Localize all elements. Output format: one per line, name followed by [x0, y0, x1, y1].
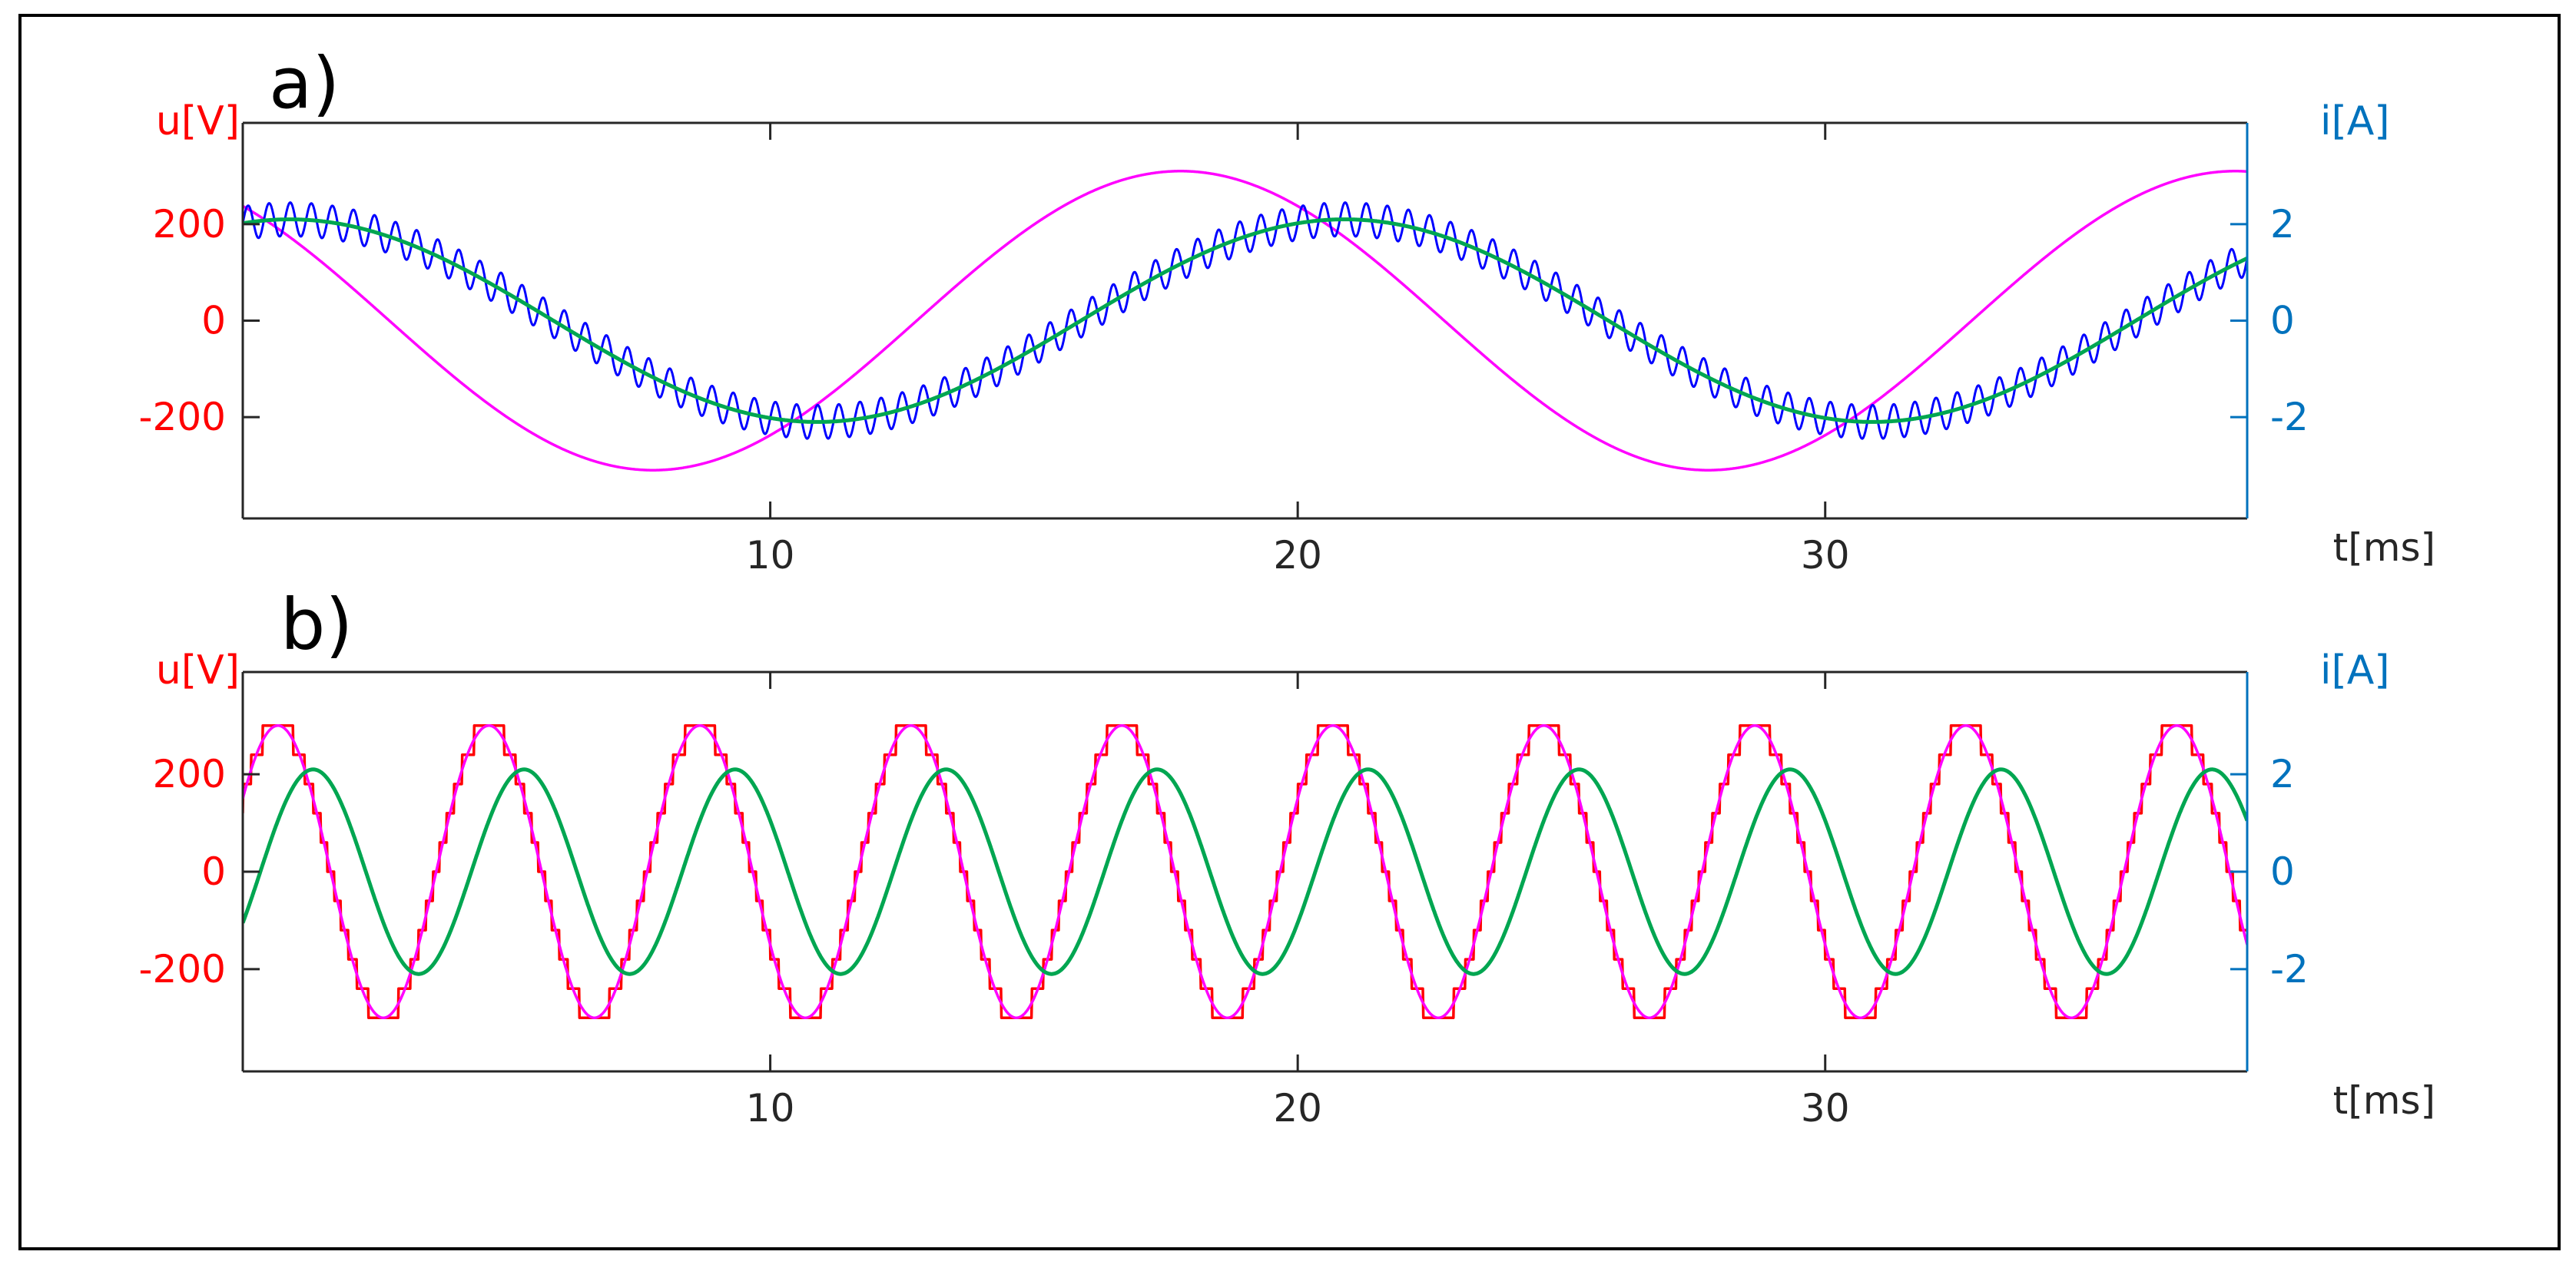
- x-tick-label: 10: [746, 1086, 795, 1131]
- y-tick-label-left: -200: [139, 947, 226, 992]
- left-axis-unit: u[V]: [156, 98, 240, 144]
- series-line-00a651: [243, 767, 2247, 976]
- y-tick-label-left: 200: [153, 202, 226, 247]
- x-tick-label: 30: [1801, 533, 1850, 578]
- series-group: [243, 170, 2247, 472]
- series-line-ff00ff: [243, 724, 2247, 1019]
- series-line-ff00ff: [243, 170, 2247, 472]
- x-tick-label: 30: [1801, 1086, 1850, 1131]
- y-tick-label-right: 0: [2270, 299, 2295, 343]
- y-tick-label-right: -2: [2270, 395, 2309, 439]
- series-group: [243, 724, 2247, 1019]
- y-tick-label-right: 2: [2270, 752, 2295, 796]
- series-line-00a651: [243, 217, 2247, 424]
- left-axis-unit: u[V]: [156, 647, 240, 694]
- panel-a: a) u[V] i[A] t[ms] 10 20 30 -200 0 200 -2 0 2: [139, 42, 2435, 578]
- y-tick-label-right: 0: [2270, 849, 2295, 894]
- figure-border: [18, 14, 2561, 1250]
- panel-label: b): [280, 584, 353, 666]
- x-tick-label: 20: [1273, 533, 1322, 578]
- x-tick-label: 20: [1273, 1086, 1322, 1131]
- y-tick-label-left: -200: [139, 395, 226, 439]
- right-axis-unit: i[A]: [2320, 98, 2390, 144]
- x-axis-label: t[ms]: [2333, 525, 2435, 570]
- y-tick-label-left: 0: [201, 299, 226, 343]
- y-tick-label-left: 0: [201, 849, 226, 894]
- x-axis-label: t[ms]: [2333, 1078, 2435, 1123]
- x-tick-label: 10: [746, 533, 795, 578]
- y-tick-label-right: 2: [2270, 202, 2295, 247]
- y-tick-label-left: 200: [153, 752, 226, 796]
- y-tick-label-right: -2: [2270, 947, 2309, 992]
- panel-b: b) u[V] i[A] t[ms] 10 20 30 -200 0 200 -2 0 2: [139, 584, 2435, 1131]
- panel-label: a): [269, 42, 340, 124]
- right-axis-unit: i[A]: [2320, 647, 2390, 694]
